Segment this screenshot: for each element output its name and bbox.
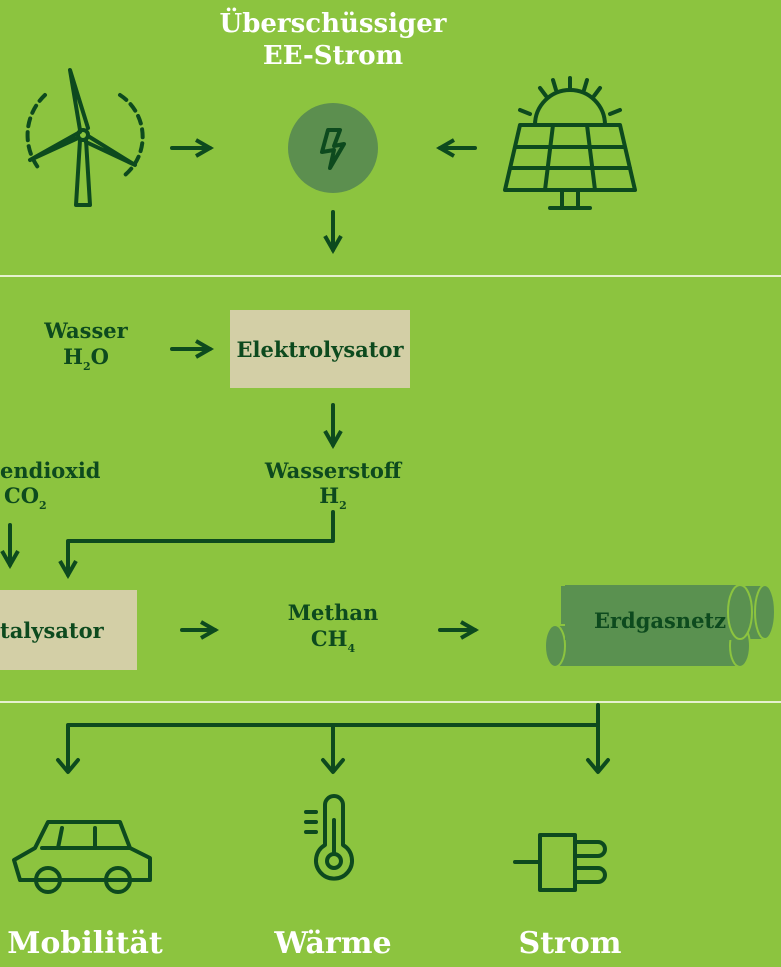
formula-sub: 2 [339,499,347,512]
formula-sub: 2 [83,360,91,373]
title: Überschüssiger [220,7,447,39]
formula-part: H [319,483,339,508]
formula-part: CH [311,626,348,651]
use-label: Wärme [273,926,391,961]
formula-part: O [91,344,109,369]
node-label: Methan [288,600,378,625]
formula-sub: 4 [347,642,355,655]
pipes [544,584,776,668]
formula-part: CO [4,483,39,508]
car-icon [12,820,152,894]
formula: CH4 [311,626,356,655]
formula: H2O [63,344,109,373]
node-label: Elektrolysator [236,337,404,362]
arrowheads [56,758,610,774]
power-node [288,103,378,193]
use-label: Mobilität [7,926,163,961]
formula: H2 [319,483,347,512]
box [230,310,410,388]
formula-part: H [63,344,83,369]
use-label: Strom [518,926,621,961]
formula: CO2 [4,483,47,512]
solar-icon [503,76,637,210]
connector [58,510,335,580]
lightning-icon [320,128,346,170]
plug-icon [513,833,607,892]
title: EE-Strom [263,41,403,71]
thermometer-icon [304,794,354,881]
node-label: Wasserstoff [264,458,403,483]
node-label: Wasser [43,318,128,343]
box [0,590,137,670]
formula-sub: 2 [39,499,47,512]
node-label: Erdgasnetz [594,608,726,633]
wind-icon [25,68,145,207]
connector [66,703,600,772]
node-label: endioxid [0,458,101,483]
node-label: talysator [0,618,105,643]
